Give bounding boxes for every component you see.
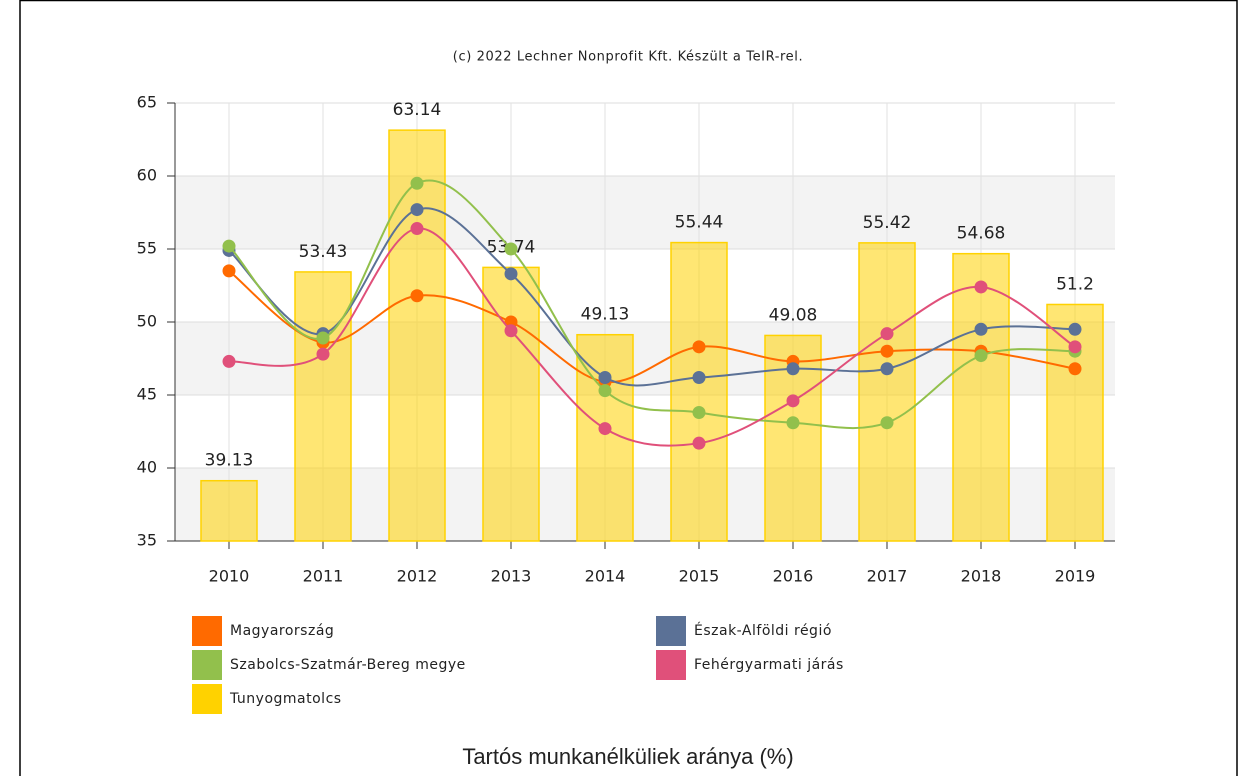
bar-label: 49.13 bbox=[581, 305, 630, 325]
line bbox=[228, 227, 1076, 447]
point bbox=[974, 280, 988, 294]
point bbox=[880, 327, 894, 341]
x-tick-label: 2010 bbox=[209, 567, 250, 586]
point bbox=[1068, 322, 1082, 336]
x-tick-label: 2017 bbox=[867, 567, 908, 586]
legend-label: Tunyogmatolcs bbox=[229, 691, 342, 707]
x-tick-label: 2016 bbox=[773, 567, 814, 586]
legend-label: Magyarország bbox=[230, 623, 334, 639]
point bbox=[504, 267, 518, 281]
y-tick-label: 60 bbox=[137, 166, 157, 185]
point bbox=[786, 394, 800, 408]
y-tick-label: 55 bbox=[137, 239, 157, 258]
bar-label: 63.14 bbox=[393, 100, 442, 120]
x-tick-label: 2018 bbox=[961, 567, 1002, 586]
bar-label: 39.13 bbox=[205, 451, 254, 471]
y-tick-label: 65 bbox=[137, 93, 157, 112]
bar bbox=[858, 242, 916, 542]
y-tick-label: 50 bbox=[137, 312, 157, 331]
legend-swatch bbox=[192, 684, 222, 714]
credit: (c) 2022 Lechner Nonprofit Kft. Készült … bbox=[453, 50, 803, 65]
bar bbox=[294, 271, 352, 542]
bar-label: 55.44 bbox=[675, 213, 724, 233]
x-tick-label: 2012 bbox=[397, 567, 438, 586]
bar-label: 51.2 bbox=[1056, 274, 1094, 294]
point bbox=[410, 222, 424, 236]
point bbox=[504, 324, 518, 338]
point bbox=[410, 203, 424, 217]
point bbox=[598, 422, 612, 436]
point bbox=[316, 331, 330, 345]
legend-label: Fehérgyarmati járás bbox=[694, 657, 844, 673]
bar bbox=[200, 479, 258, 542]
point bbox=[692, 436, 706, 450]
point bbox=[880, 344, 894, 358]
legend-label: Szabolcs-Szatmár-Bereg megye bbox=[230, 657, 466, 673]
x-tick-label: 2019 bbox=[1055, 567, 1096, 586]
x-tick-label: 2013 bbox=[491, 567, 532, 586]
bar bbox=[482, 266, 540, 542]
point bbox=[692, 370, 706, 384]
bar bbox=[388, 129, 446, 542]
bar bbox=[1046, 303, 1104, 542]
bar-label: 54.68 bbox=[957, 224, 1006, 244]
point bbox=[222, 354, 236, 368]
point bbox=[692, 406, 706, 420]
bar bbox=[670, 241, 728, 542]
y-tick-label: 45 bbox=[137, 385, 157, 404]
point bbox=[598, 384, 612, 398]
point bbox=[410, 176, 424, 190]
chart-title: Tartós munkanélküliek aránya (%) bbox=[462, 744, 793, 769]
grid-band bbox=[175, 176, 1115, 249]
bar-label: 55.42 bbox=[863, 213, 912, 233]
point bbox=[974, 349, 988, 363]
x-tick-label: 2011 bbox=[303, 567, 344, 586]
point bbox=[880, 416, 894, 430]
point bbox=[880, 362, 894, 376]
point bbox=[1068, 340, 1082, 354]
legend-label: Észak-Alföldi régió bbox=[694, 622, 832, 639]
line bbox=[228, 270, 1076, 384]
point bbox=[786, 362, 800, 376]
y-tick-label: 35 bbox=[137, 531, 157, 550]
bar bbox=[952, 252, 1010, 542]
legend-swatch bbox=[192, 650, 222, 680]
point bbox=[974, 322, 988, 336]
legend-swatch bbox=[656, 616, 686, 646]
x-tick-label: 2014 bbox=[585, 567, 626, 586]
point bbox=[316, 347, 330, 361]
point bbox=[222, 264, 236, 278]
point bbox=[222, 239, 236, 253]
point bbox=[786, 416, 800, 430]
bar-label: 49.08 bbox=[769, 305, 818, 325]
x-tick-label: 2015 bbox=[679, 567, 720, 586]
bar-label: 53.43 bbox=[299, 242, 348, 262]
legend-swatch bbox=[192, 616, 222, 646]
point bbox=[410, 289, 424, 303]
point bbox=[1068, 362, 1082, 376]
y-tick-label: 40 bbox=[137, 458, 157, 477]
point bbox=[598, 370, 612, 384]
point bbox=[504, 242, 518, 256]
legend-swatch bbox=[656, 650, 686, 680]
point bbox=[692, 340, 706, 354]
